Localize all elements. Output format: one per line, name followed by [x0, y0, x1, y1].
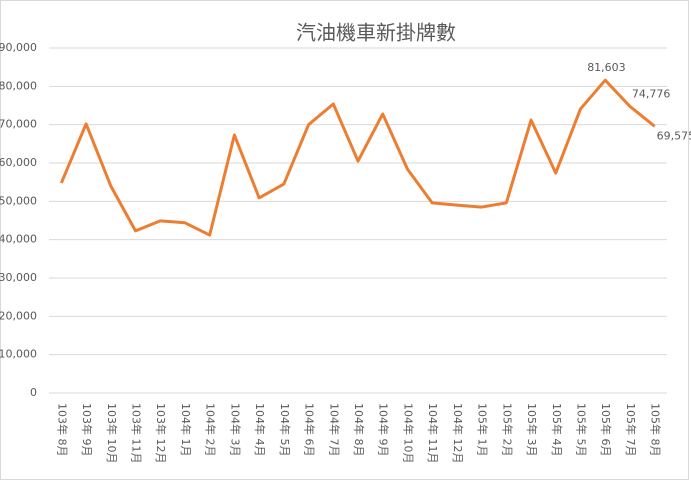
- y-tick-label: 50,000: [0, 194, 37, 207]
- y-tick-label: 40,000: [0, 233, 37, 246]
- data-label: 81,603: [587, 61, 626, 74]
- x-tick-label: 104年 7月: [327, 403, 341, 457]
- x-tick-label: 104年 1月: [179, 403, 193, 457]
- x-tick-label: 104年 11月: [426, 403, 440, 464]
- data-label: 69,575: [657, 129, 691, 142]
- x-tick-label: 103年 11月: [130, 403, 144, 464]
- x-tick-label: 104年 2月: [204, 403, 218, 457]
- y-tick-label: 20,000: [0, 309, 37, 322]
- x-tick-label: 105年 1月: [476, 403, 490, 456]
- x-tick-label: 105年 2月: [500, 403, 514, 457]
- x-tick-label: 103年 8月: [55, 403, 69, 457]
- x-tick-label: 104年 12月: [451, 403, 465, 464]
- chart-title: 汽油機車新掛牌數: [296, 21, 456, 45]
- data-label: 74,776: [632, 87, 671, 100]
- x-tick-label: 104年 5月: [278, 403, 292, 457]
- x-tick-label: 105年 6月: [599, 403, 613, 457]
- x-tick-label: 105年 4月: [550, 403, 564, 457]
- x-tick-label: 105年 7月: [624, 403, 638, 457]
- x-tick-label: 103年 9月: [80, 403, 94, 457]
- x-tick-label: 105年 5月: [574, 403, 588, 457]
- x-tick-label: 105年 8月: [649, 403, 663, 457]
- line-series: [59, 78, 656, 237]
- x-tick-label: 104年 8月: [352, 403, 366, 457]
- x-tick-label: 103年 12月: [154, 403, 168, 464]
- x-tick-label: 104年 6月: [303, 403, 317, 457]
- y-tick-label: 70,000: [0, 118, 37, 131]
- x-tick-label: 104年 9月: [377, 403, 391, 457]
- x-tick-label: 104年 4月: [253, 403, 267, 457]
- y-tick-label: 30,000: [0, 271, 37, 284]
- y-tick-label: 0: [30, 386, 37, 399]
- y-tick-label: 60,000: [0, 156, 37, 169]
- y-tick-label: 80,000: [0, 79, 37, 92]
- x-tick-label: 104年 10月: [401, 403, 415, 464]
- y-tick-label: 90,000: [0, 41, 37, 54]
- x-tick-label: 105年 3月: [525, 403, 539, 457]
- x-tick-label: 104年 3月: [228, 403, 242, 457]
- x-tick-label: 103年 10月: [105, 403, 119, 464]
- y-tick-label: 10,000: [0, 348, 37, 361]
